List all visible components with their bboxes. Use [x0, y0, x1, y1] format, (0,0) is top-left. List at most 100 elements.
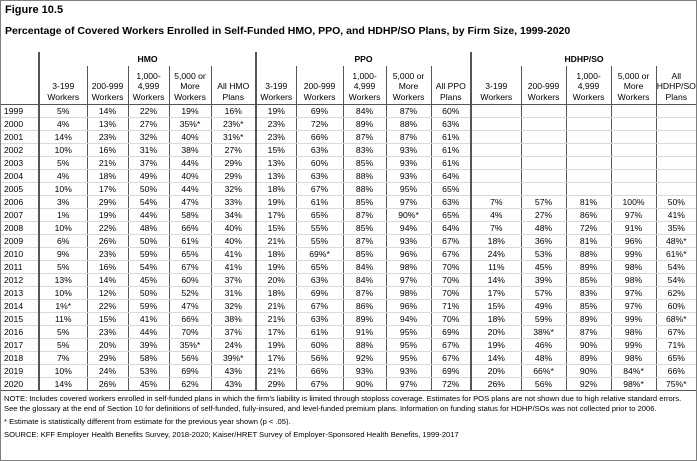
value-cell: 50%: [655, 195, 697, 209]
column-header: 3-199 Workers: [255, 66, 297, 105]
value-cell: 63%: [295, 169, 344, 183]
value-cell: [565, 104, 612, 118]
value-cell: 95%: [385, 351, 432, 365]
value-cell: 90%: [342, 377, 387, 391]
value-cell: 50%: [127, 234, 169, 248]
value-cell: 27%: [520, 208, 567, 222]
table-row: 2014 1%* 22% 59% 47% 32% 21% 67% 86% 96% 71% 15% 49%…: [1, 299, 697, 313]
value-cell: 43%: [210, 364, 257, 378]
value-cell: 94%: [385, 312, 432, 326]
value-cell: 18%: [86, 169, 128, 183]
value-cell: 18%: [470, 312, 522, 326]
value-cell: 20%: [255, 273, 297, 287]
value-cell: 5%: [38, 156, 87, 170]
value-cell: 89%: [565, 260, 612, 274]
value-cell: 63%: [295, 143, 344, 157]
value-cell: 37%: [210, 273, 257, 287]
value-cell: 66%: [295, 130, 344, 144]
value-cell: 13%: [38, 273, 87, 287]
value-cell: 65%: [655, 351, 697, 365]
column-header: 200-999 Workers: [295, 66, 344, 105]
value-cell: 83%: [565, 286, 612, 300]
value-cell: [520, 182, 567, 196]
value-cell: 10%: [38, 286, 87, 300]
value-cell: [610, 104, 657, 118]
value-cell: 7%: [470, 221, 522, 235]
value-cell: 56%: [168, 351, 211, 365]
year-cell: 2013: [1, 286, 39, 300]
value-cell: 4%: [38, 117, 87, 131]
value-cell: 17%: [470, 286, 522, 300]
value-cell: 20%: [470, 364, 522, 378]
value-cell: [470, 104, 522, 118]
value-cell: 96%: [610, 234, 657, 248]
table-row: 2005 10% 17% 50% 44% 32% 18% 67% 88% 95% 65%: [1, 182, 697, 196]
value-cell: 67%: [655, 325, 697, 339]
table-row: 2008 10% 22% 48% 66% 40% 15% 55% 85% 94% 64% 7% 48% 7…: [1, 221, 697, 235]
value-cell: 29%: [255, 377, 297, 391]
value-cell: 61%: [430, 156, 472, 170]
value-cell: 15%: [86, 312, 128, 326]
value-cell: 35%*: [168, 338, 211, 352]
value-cell: 31%: [210, 286, 257, 300]
value-cell: [565, 143, 612, 157]
value-cell: 63%: [295, 273, 344, 287]
value-cell: 89%: [565, 351, 612, 365]
value-cell: 66%: [168, 312, 211, 326]
value-cell: 48%: [127, 221, 169, 235]
value-cell: [655, 182, 697, 196]
value-cell: [470, 117, 522, 131]
value-cell: 23%: [86, 325, 128, 339]
value-cell: 70%: [430, 312, 472, 326]
value-cell: [520, 104, 567, 118]
value-cell: 24%: [86, 364, 128, 378]
year-header-blank: [1, 52, 39, 66]
value-cell: 98%: [385, 260, 432, 274]
value-cell: 56%: [295, 351, 344, 365]
value-cell: 4%: [470, 208, 522, 222]
value-cell: [470, 156, 522, 170]
value-cell: 92%: [565, 377, 612, 391]
value-cell: 23%*: [210, 117, 257, 131]
value-cell: 22%: [86, 221, 128, 235]
value-cell: 43%: [210, 377, 257, 391]
value-cell: 69%: [430, 325, 472, 339]
year-cell: 2000: [1, 117, 39, 131]
value-cell: 96%: [385, 247, 432, 261]
value-cell: 18%: [255, 182, 297, 196]
value-cell: 81%: [565, 234, 612, 248]
value-cell: 5%: [38, 260, 87, 274]
year-cell: 2014: [1, 299, 39, 313]
value-cell: 10%: [38, 364, 87, 378]
value-cell: 67%: [295, 299, 344, 313]
value-cell: 92%: [342, 351, 387, 365]
year-cell: 2004: [1, 169, 39, 183]
value-cell: 86%: [342, 299, 387, 313]
table-row: 2020 14% 26% 45% 62% 43% 29% 67% 90% 97% 72% 26% 56%…: [1, 377, 697, 391]
value-cell: 14%: [86, 104, 128, 118]
value-cell: 41%: [127, 312, 169, 326]
value-cell: 98%: [610, 260, 657, 274]
value-cell: 93%: [385, 169, 432, 183]
year-cell: 2006: [1, 195, 39, 209]
year-cell: 2002: [1, 143, 39, 157]
value-cell: 23%: [86, 247, 128, 261]
value-cell: 67%: [430, 338, 472, 352]
column-header: 200-999 Workers: [86, 66, 128, 105]
value-cell: 7%: [38, 351, 87, 365]
value-cell: 54%: [127, 260, 169, 274]
value-cell: 10%: [38, 143, 87, 157]
value-cell: 48%*: [655, 234, 697, 248]
value-cell: 14%: [470, 273, 522, 287]
value-cell: 39%: [520, 273, 567, 287]
value-cell: 41%: [655, 208, 697, 222]
value-cell: 17%: [255, 351, 297, 365]
value-cell: 27%: [127, 117, 169, 131]
year-column-header: [1, 66, 39, 105]
value-cell: 14%: [86, 273, 128, 287]
year-cell: 2019: [1, 364, 39, 378]
value-cell: 13%: [86, 117, 128, 131]
group-header-ppo: PPO: [255, 52, 472, 66]
value-cell: 66%: [295, 364, 344, 378]
